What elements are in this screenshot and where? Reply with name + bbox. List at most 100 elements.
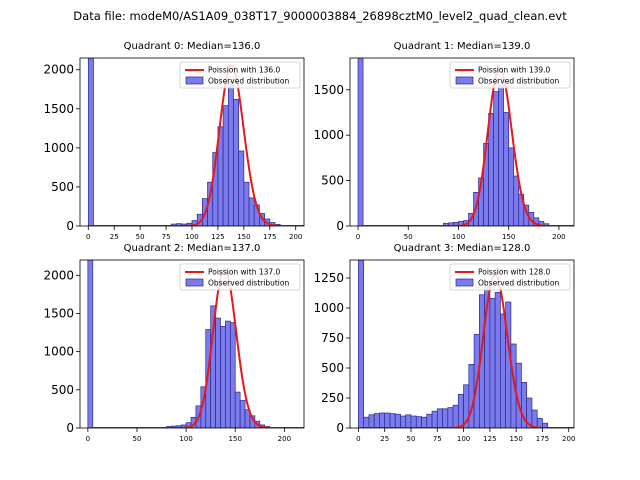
histogram-bar <box>489 298 496 428</box>
histogram-bar <box>505 301 512 428</box>
panel-title: Quadrant 2: Median=137.0 <box>124 243 261 254</box>
histogram-bar <box>503 112 510 226</box>
legend-bar-swatch <box>455 278 474 287</box>
histogram-bar <box>531 409 538 428</box>
legend: Poission with 136.0 Observed distribution <box>179 61 301 89</box>
legend-line-label: Poission with 128.0 <box>478 268 551 277</box>
x-tick-label: 175 <box>263 233 276 241</box>
x-tick-label: 50 <box>407 435 416 443</box>
x-tick-label: 150 <box>502 233 515 241</box>
y-tick-label: 1250 <box>313 271 344 285</box>
histogram-bar <box>357 58 364 226</box>
histogram-bar <box>243 181 250 226</box>
histogram-bar <box>457 394 464 428</box>
x-tick-label: 200 <box>562 435 575 443</box>
x-tick-label: 100 <box>452 233 465 241</box>
histogram-bar <box>379 412 386 428</box>
y-tick-label: 500 <box>51 180 74 194</box>
y-tick-label: 750 <box>321 331 344 345</box>
y-tick-label: 1500 <box>43 102 74 116</box>
y-tick-label: 0 <box>66 219 74 233</box>
histogram-bar <box>87 58 94 226</box>
x-tick-label: 125 <box>483 435 496 443</box>
histogram-bar <box>498 84 505 226</box>
x-tick-label: 0 <box>356 435 360 443</box>
legend: Poission with 139.0 Observed distribution <box>449 61 571 89</box>
plot-area <box>87 58 304 226</box>
x-tick-label: 150 <box>509 435 522 443</box>
histogram-bar <box>220 326 226 428</box>
x-tick-label: 75 <box>433 435 442 443</box>
x-tick-label: 100 <box>179 435 192 443</box>
histogram-bar <box>536 418 543 428</box>
legend-bar-swatch <box>185 76 204 85</box>
plot-area <box>87 260 304 428</box>
panel-0: Quadrant 0: Median=136.00500100015002000… <box>43 41 305 241</box>
histogram-bar <box>229 322 236 428</box>
histogram-bar <box>227 81 234 226</box>
axes-frame <box>349 259 575 429</box>
x-tick-label: 200 <box>278 435 291 443</box>
legend-line-label: Poission with 139.0 <box>478 66 551 75</box>
histogram-bar <box>373 413 380 428</box>
x-tick-label: 0 <box>86 233 90 241</box>
histogram-bar <box>488 113 494 226</box>
histogram-bar <box>363 416 370 428</box>
histogram-bar <box>442 408 449 428</box>
panel-title: Quadrant 3: Median=128.0 <box>394 243 531 254</box>
histogram-bar <box>452 404 459 428</box>
histogram-bar <box>215 317 221 428</box>
legend-bar-label: Observed distribution <box>478 279 559 288</box>
y-tick-label: 1000 <box>43 141 74 155</box>
x-tick-label: 100 <box>457 435 470 443</box>
histogram-bar <box>508 147 515 226</box>
histogram-bar <box>400 415 407 428</box>
legend-box <box>449 263 571 291</box>
histogram-bar <box>368 414 375 428</box>
poisson-curve <box>90 267 304 428</box>
y-tick-label: 0 <box>336 219 344 233</box>
histogram-bar <box>248 197 255 226</box>
histogram-bar <box>233 99 240 226</box>
legend-bar-label: Observed distribution <box>478 77 559 86</box>
y-tick-label: 1000 <box>313 128 344 142</box>
panel-title: Quadrant 1: Median=139.0 <box>394 41 531 52</box>
y-tick-label: 0 <box>336 421 344 435</box>
histogram-bar <box>494 292 501 428</box>
histogram-bar <box>542 422 549 428</box>
y-tick-label: 500 <box>321 361 344 375</box>
x-tick-label: 50 <box>404 233 413 241</box>
figure-title: Data file: modeM0/AS1A09_038T17_90000038… <box>73 9 567 23</box>
panel-title: Quadrant 0: Median=136.0 <box>124 41 261 52</box>
histogram-bar <box>225 320 231 428</box>
histogram-bar <box>410 415 417 428</box>
histogram-bar <box>468 364 475 428</box>
y-tick-label: 2000 <box>43 63 74 77</box>
histogram-bar <box>389 413 396 428</box>
x-tick-label: 0 <box>356 233 360 241</box>
axes-frame <box>79 259 305 429</box>
histogram-bar <box>436 408 443 428</box>
x-tick-label: 50 <box>133 435 142 443</box>
histogram-bar <box>394 413 401 428</box>
histogram-bar <box>234 391 241 428</box>
histogram-bar <box>421 416 428 428</box>
x-tick-label: 175 <box>536 435 549 443</box>
y-tick-label: 1500 <box>313 83 344 97</box>
y-tick-label: 500 <box>51 383 74 397</box>
plot-area <box>357 58 574 226</box>
legend-bar-swatch <box>185 278 204 287</box>
histogram-bar <box>358 260 365 428</box>
x-tick-label: 200 <box>552 233 565 241</box>
y-tick-label: 500 <box>321 174 344 188</box>
panel-2: Quadrant 2: Median=137.00500100015002000… <box>43 243 305 443</box>
x-tick-label: 100 <box>185 233 198 241</box>
poisson-curve <box>360 66 574 226</box>
x-tick-label: 0 <box>86 435 90 443</box>
legend-bar-swatch <box>455 76 474 85</box>
legend-line-label: Poission with 137.0 <box>208 268 281 277</box>
x-tick-label: 150 <box>229 435 242 443</box>
y-tick-label: 0 <box>66 421 74 435</box>
histogram-bar <box>405 414 412 428</box>
y-tick-label: 2000 <box>43 268 74 282</box>
